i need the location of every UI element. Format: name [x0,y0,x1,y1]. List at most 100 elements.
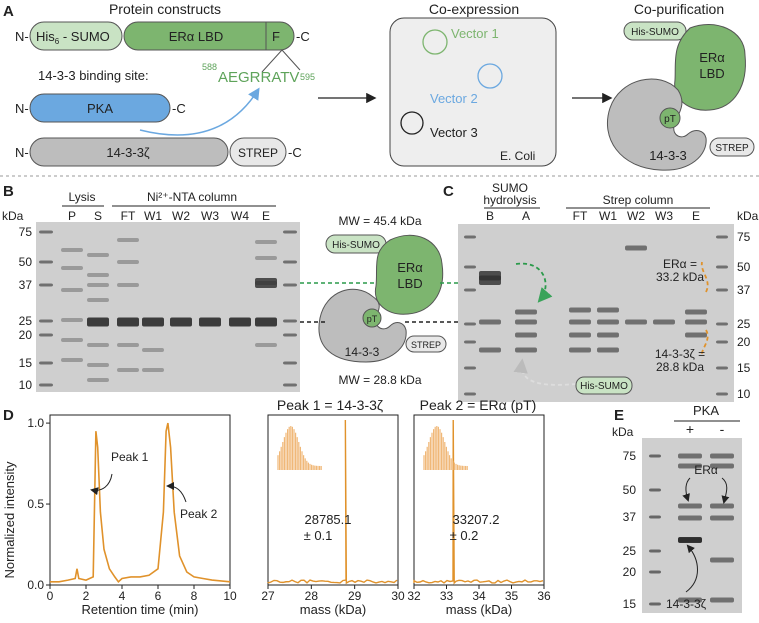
gel-band [569,333,591,338]
title-protein-constructs: Protein constructs [109,1,221,17]
marker-labels-e: 755037252015 [623,449,637,611]
gel-band [625,246,647,251]
panel-letter-b: B [3,183,14,200]
marker-label: 15 [623,597,637,611]
x-tick-label: 10 [223,589,237,603]
gel-band [678,516,702,521]
marker-labels-b: 75 50 37 2520 15 10 [19,225,33,392]
ms1-inset [278,426,321,470]
gel-band [283,362,297,365]
lane-label: A [522,209,530,223]
binding-site-label: 14-3-3 binding site: [38,68,149,83]
peak2-label: Peak 2 [180,507,218,521]
x-tick-label: 33 [440,589,454,603]
marker-label: 15 [19,356,33,370]
marker-labels-c: 75503725201510 [737,230,751,401]
marker-label: 10 [737,387,751,401]
panel-letter-c: C [443,183,454,200]
era-lbd-label: ERα LBD [169,29,223,44]
y-tick-label: 0.0 [27,578,44,592]
gel-band [649,603,661,606]
c-his-sumo-label: His-SUMO [580,381,628,392]
lane-labels-c: B A FT W1 W2 W3 E [486,209,700,223]
gel-band [479,320,501,325]
binding-sequence: AEGRRATV [218,69,299,86]
ms1-value: 28785.1 [305,512,352,527]
gel-band [685,320,707,325]
c-era-label-2: 33.2 kDa [656,270,704,284]
x-tick-label: 27 [261,589,275,603]
seq-start: 588 [202,62,217,72]
gel-band [283,334,297,337]
gel-band [283,261,297,264]
gel-band [515,348,537,353]
ms2-title: Peak 2 = ERα (pT) [420,397,537,413]
x-tick-label: 32 [407,589,421,603]
e-era-label: ERα [694,463,718,477]
lane-label: B [486,209,494,223]
gel-band [283,231,297,234]
gel-band [597,333,619,338]
gel-band [117,368,139,372]
gel-band [229,318,251,327]
gel-band [255,256,277,260]
n-term-2: N- [15,101,29,116]
gel-band [39,261,53,264]
x-tick-label: 35 [505,589,519,603]
c-term-1: -C [296,29,310,44]
pka-label: PKA [87,101,113,116]
gel-band [61,338,83,342]
x-tick-label: 28 [305,589,319,603]
gel-band [61,288,83,292]
gel-band [569,348,591,353]
gel-band [87,378,109,382]
gel-band [87,283,109,287]
lane-label: W2 [627,209,645,223]
group-strep: Strep column [603,193,674,207]
ms1-title: Peak 1 = 14-3-3ζ [277,397,383,413]
gel-band [39,334,53,337]
copur-era-label: ERα [699,50,725,65]
c-1433-label-2: 28.8 kDa [656,360,704,374]
copur-his-sumo-label: His-SUMO [631,27,679,38]
b-1433-label: 14-3-3 [345,345,380,359]
ecoli-label: E. Coli [500,149,535,163]
gel-band [142,318,164,327]
panel-letter-d: D [3,407,14,424]
lane-label: E [262,209,270,223]
gel-band [649,550,661,553]
marker-label: 20 [623,565,637,579]
n-term-1: N- [15,29,29,44]
y-tick-label: 1.0 [27,416,44,430]
gel-band [39,320,53,323]
gel-band [255,240,277,244]
gel-band [649,571,661,574]
gel-band [716,236,728,239]
chrom-axes [50,415,230,585]
gel-band [479,271,501,285]
gel-band [87,253,109,257]
gel-band [597,308,619,313]
marker-label: 50 [623,483,637,497]
lane-label: W1 [144,209,162,223]
y-tick-label: 0.5 [27,497,44,511]
c-1433-label-1: 14-3-3ζ = [655,347,705,361]
lane-label: FT [573,209,588,223]
lane-label: W1 [599,209,617,223]
gel-b [36,222,300,392]
gel-band [61,318,83,322]
gel-band [61,358,83,362]
gel-band [710,504,734,509]
lane-label: FT [121,209,136,223]
f-label: F [272,29,280,44]
gel-band [61,266,83,270]
panel-letter-e: E [614,407,624,424]
x-tick-label: 2 [83,589,90,603]
gel-band [464,289,476,292]
lane-label: S [94,209,102,223]
gel-band [569,308,591,313]
marker-label: 37 [737,283,751,297]
b-pt-label: pT [367,314,378,324]
b-strep-label: STREP [411,340,441,350]
panel-letter-a: A [3,3,14,20]
